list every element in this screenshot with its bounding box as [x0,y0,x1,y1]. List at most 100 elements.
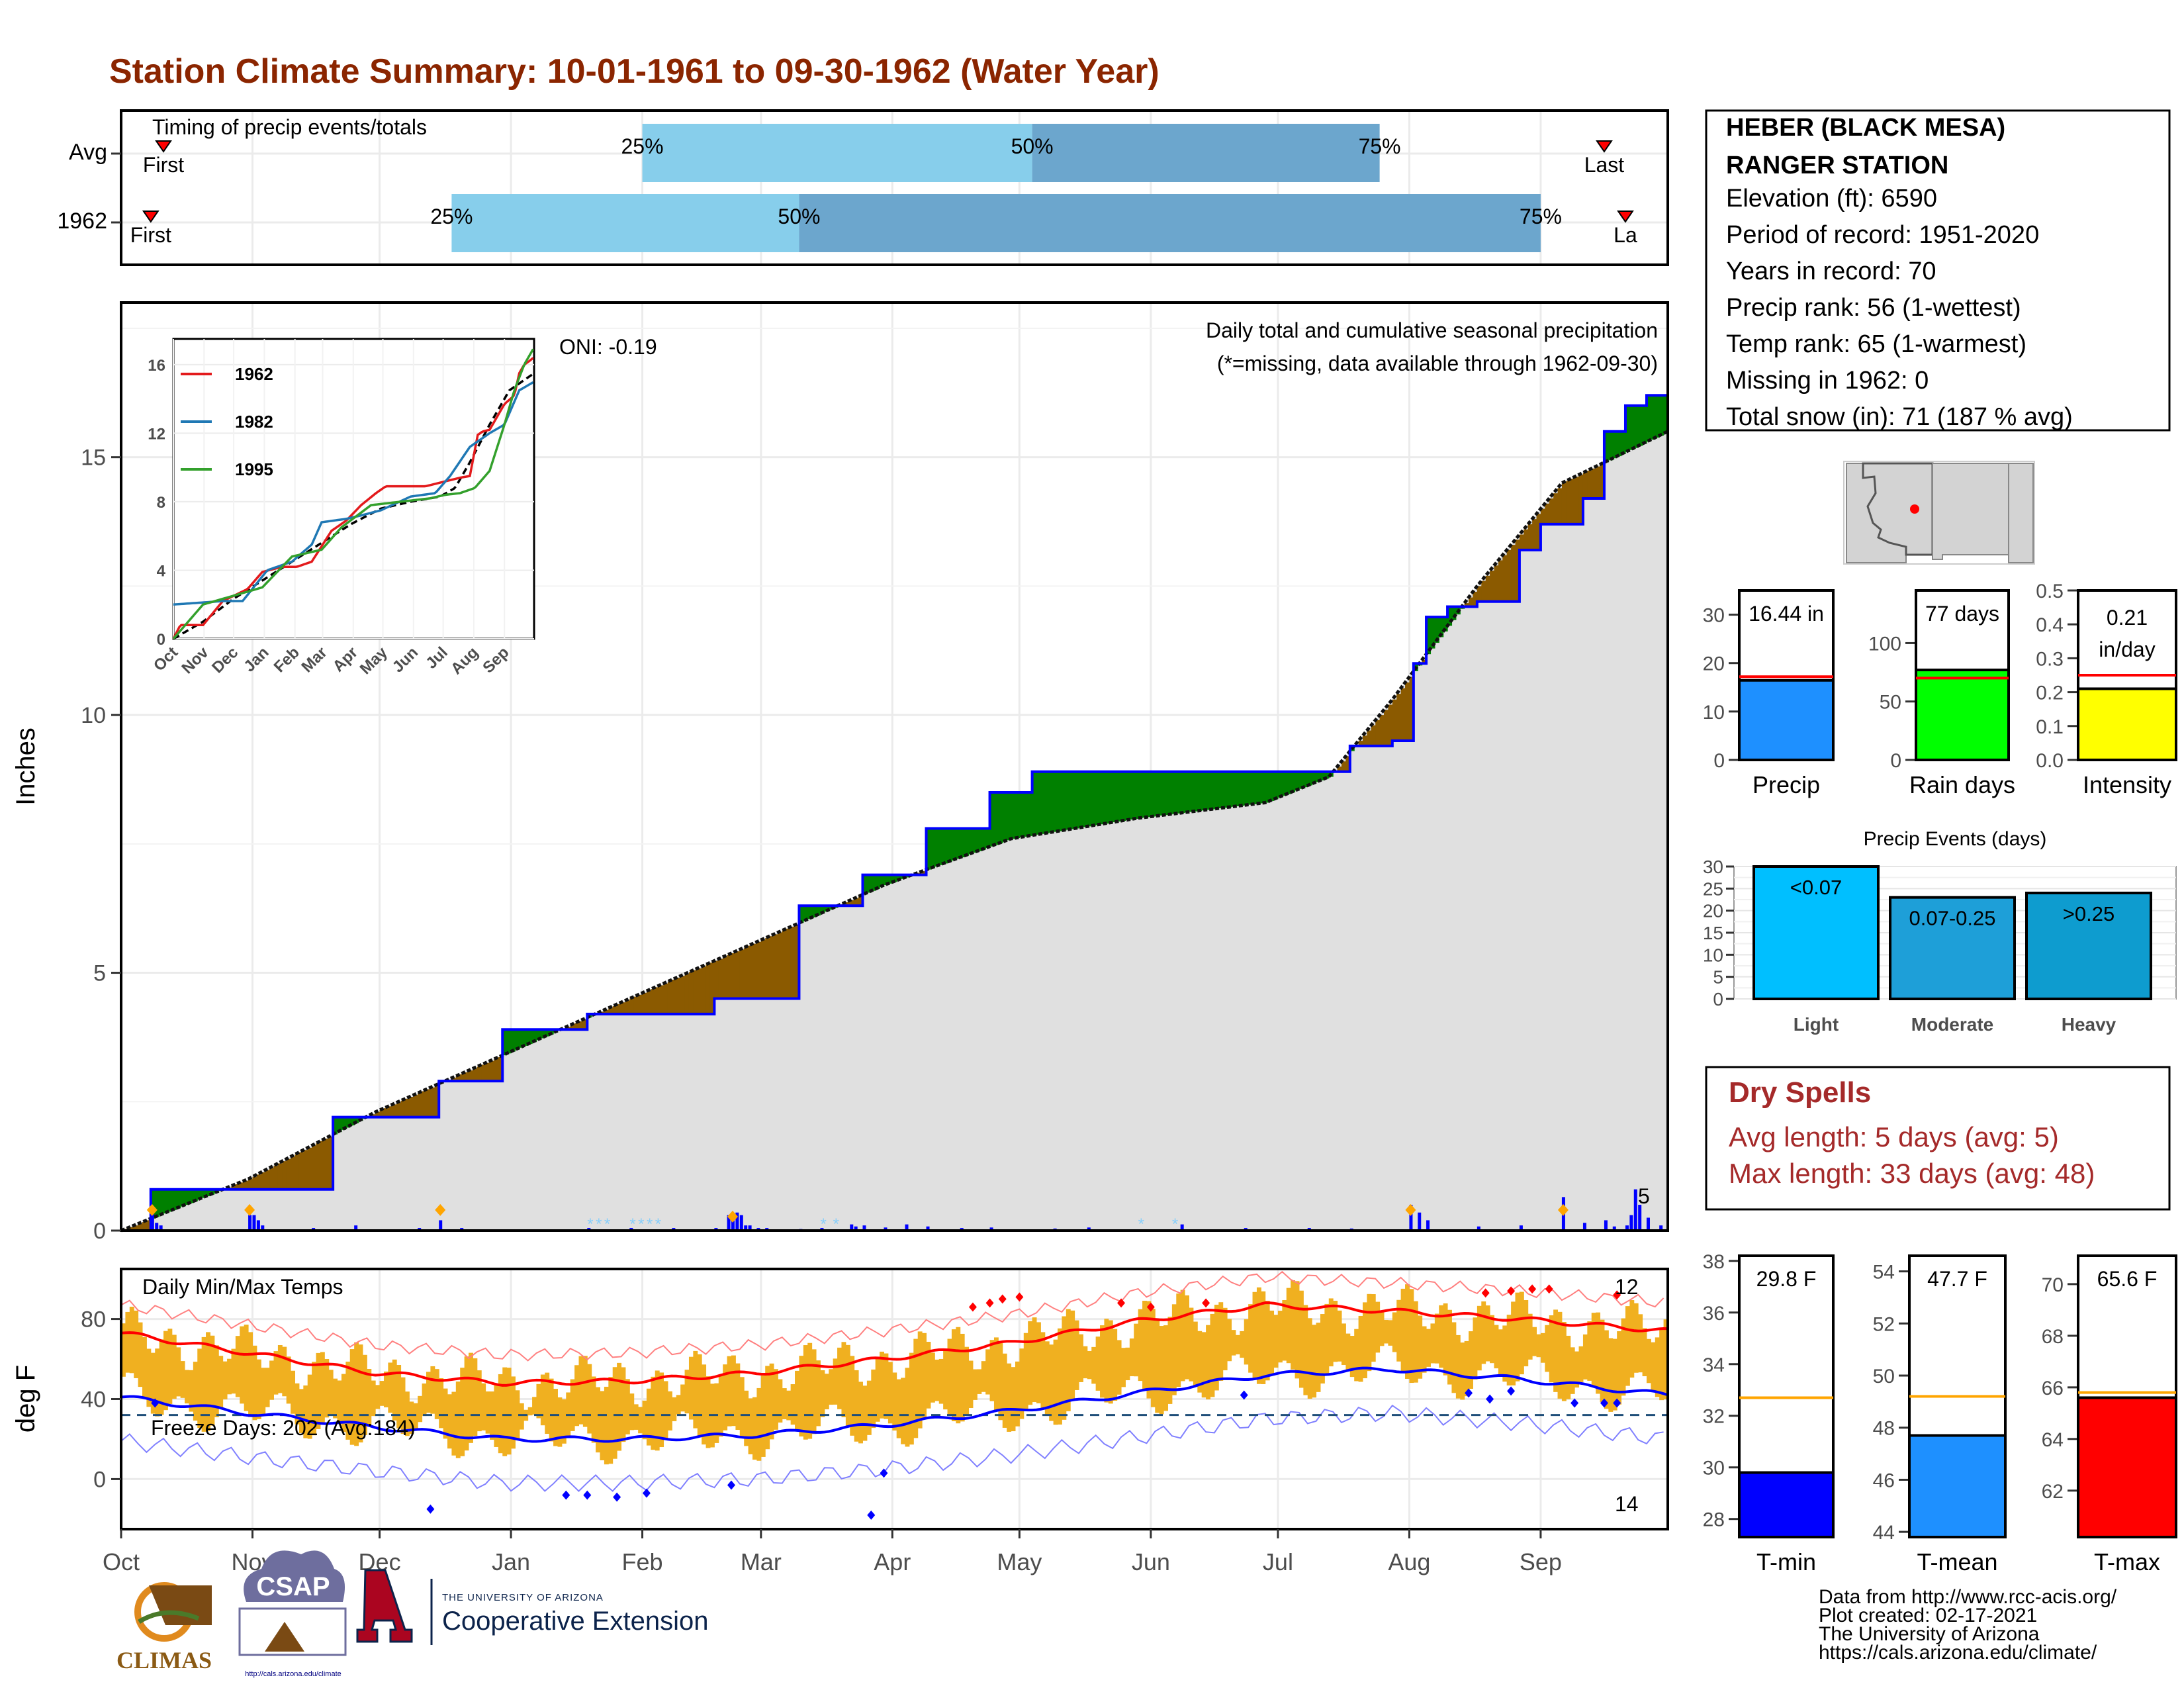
daily-temp-range-bar [197,1348,203,1429]
daily-temp-range-bar [1612,1338,1617,1411]
daily-temp-range-bar [460,1368,465,1456]
csap-url: http://cals.arizona.edu/climate [245,1670,341,1678]
daily-temp-range-bar [298,1389,304,1433]
page-title: Station Climate Summary: 10-01-1961 to 0… [109,52,1160,91]
anomaly-fill-day-142 [723,957,728,999]
daily-temp-range-bar [841,1342,846,1417]
anomaly-fill-day-87 [490,1060,495,1082]
daily-temp-range-bar [760,1376,766,1457]
anomaly-fill-day-320 [1477,586,1482,602]
record-high-marker [1146,1302,1155,1312]
daily-temp-range-bar [943,1350,948,1410]
freeze-days-label: Freeze Days: 202 (Avg:184) [151,1416,416,1440]
daily-temp-range-bar [702,1364,707,1445]
daily-temp-range-bar [1227,1319,1232,1362]
snow-marker: * [833,1215,839,1233]
anomaly-fill-day-132 [680,976,686,1014]
avg-tmax-line [120,1301,1668,1387]
anomaly-fill-day-325 [1498,560,1503,602]
daily-temp-range-bar [1642,1328,1647,1377]
daily-temp-range-bar [362,1354,367,1435]
daily-temp-range-bar [422,1383,427,1417]
credit-line-4: https://cals.arizona.edu/climate/ [1819,1642,2097,1664]
daily-temp-range-bar [1252,1291,1257,1380]
small-y-tick-label: 62 [2042,1481,2064,1503]
small-y-tick-label: 70 [2042,1274,2064,1296]
daily-temp-range-bar [511,1376,516,1449]
daily-temp-range-bar [922,1333,927,1418]
anomaly-fill-day-72 [426,1089,431,1117]
anomaly-fill-day-144 [731,953,736,999]
anomaly-fill-day-222 [1062,771,1067,831]
precip-event-marker [435,1203,446,1216]
daily-temp-range-bar [1240,1331,1245,1358]
daily-temp-range-bar [604,1386,609,1465]
anomaly-fill-day-166 [824,906,829,912]
anomaly-fill-day-216 [1036,771,1041,835]
anomaly-fill-day-307 [1422,659,1427,664]
anomaly-fill-day-26 [231,1186,236,1190]
inset-y-tick-16: 16 [148,357,165,375]
record-high-marker [968,1302,977,1312]
daily-temp-range-bar [125,1311,130,1373]
daily-temp-range-bar [163,1331,168,1411]
dry-spells-title: Dry Spells [1729,1076,1871,1109]
daily-precip-bar [748,1225,752,1231]
anomaly-fill-day-277 [1295,771,1300,791]
climatology-line [120,430,1669,1233]
small-y-tick-label: 52 [1873,1313,1895,1335]
anomaly-fill-day-357 [1633,405,1639,448]
anomaly-fill-day-276 [1291,771,1296,792]
small-y-tick-label: 30 [1703,1458,1725,1479]
daily-temp-range-bar [845,1344,850,1427]
anomaly-fill-day-118 [621,1002,626,1014]
daily-temp-range-bar [1621,1318,1626,1396]
anomaly-fill-day-317 [1464,603,1469,607]
daily-temp-range-bar [934,1359,940,1401]
value-bar [2077,687,2177,761]
daily-temp-range-bar [1261,1291,1266,1384]
daily-temp-range-bar [866,1380,872,1435]
daily-temp-range-bar [1384,1320,1388,1344]
small-y-tick-label: 0 [1713,750,1725,772]
daily-temp-range-bar [527,1407,533,1416]
inset-y-tick-8: 8 [157,494,165,512]
daily-temp-range-bar [1498,1329,1503,1376]
daily-temp-range-bar [1180,1289,1185,1382]
daily-precip-bar [1180,1224,1184,1231]
daily-temp-range-bar [735,1363,741,1430]
record-low-envelope [120,1404,1664,1492]
daily-temp-range-bar [1095,1336,1101,1391]
daily-temp-range-bar [1129,1338,1134,1376]
timing-last-marker-avg [1596,140,1613,153]
anomaly-fill-day-122 [638,994,643,1014]
daily-temp-range-bar [193,1362,198,1421]
anomaly-fill-day-130 [672,979,677,1014]
anomaly-fill-day-4 [138,1223,143,1231]
csap-logo: CSAP http://cals.arizona.edu/climate [238,1550,347,1678]
anomaly-fill-day-191 [930,828,935,868]
value-bar [1738,1471,1835,1539]
daily-temp-range-bar [320,1352,325,1423]
small-y-tick-label: 38 [1703,1251,1725,1273]
anomaly-fill-day-346 [1587,470,1592,498]
record-low-marker [583,1490,592,1500]
anomaly-fill-day-6 [146,1220,152,1231]
daily-temp-range-bar [1587,1321,1592,1381]
anomaly-fill-day-328 [1511,545,1516,602]
daily-temp-range-bar [1256,1287,1261,1384]
snow-marker: * [596,1215,602,1233]
daily-temp-range-bar [201,1336,206,1432]
daily-temp-range-bar [392,1359,397,1421]
daily-temp-range-bar [930,1352,935,1403]
anomaly-fill-day-319 [1473,591,1478,607]
daily-temp-range-bar [913,1338,919,1438]
daily-temp-range-bar [1481,1301,1486,1364]
anomaly-fill-day-128 [663,983,668,1014]
daily-precip-bar [989,1227,993,1231]
anomaly-fill-day-355 [1625,405,1630,452]
daily-temp-range-bar [744,1390,749,1446]
daily-temp-range-bar [545,1372,550,1434]
anomaly-fill-day-120 [629,998,635,1014]
